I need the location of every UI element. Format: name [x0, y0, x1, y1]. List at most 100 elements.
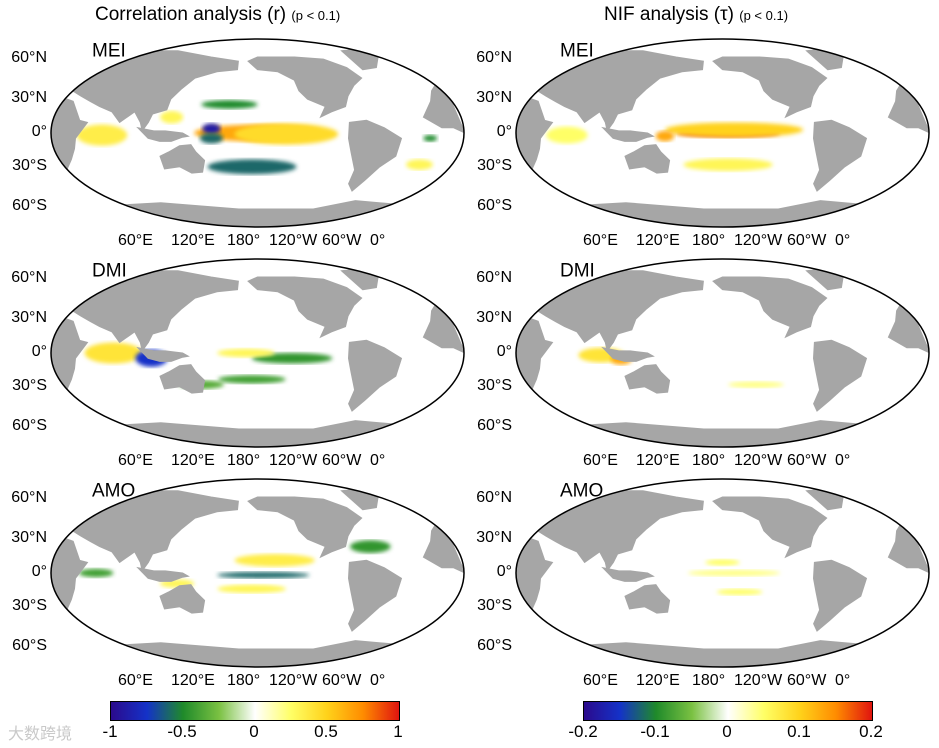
index-name: AMO: [560, 480, 604, 502]
index-name: MEI: [560, 40, 594, 62]
land-3: [136, 346, 190, 362]
land-4: [712, 56, 828, 119]
lon-label-e-3: 120°W: [269, 672, 318, 689]
land-4: [712, 276, 828, 339]
panel-label-a: MEI: [92, 38, 126, 64]
land-3: [601, 126, 655, 142]
map-frame: [515, 478, 930, 668]
lon-label-f-1: 120°E: [636, 672, 680, 689]
data-blob-c-2: [251, 353, 333, 364]
right-title-text: NIF analysis (τ): [604, 4, 734, 25]
data-blob-e-1: [234, 554, 315, 567]
map-panel-b: MEI: [515, 38, 930, 228]
land-4: [247, 56, 363, 119]
panel-label-b: MEI: [560, 38, 594, 64]
land-4: [712, 496, 828, 559]
left-title-text: Correlation analysis (r): [95, 4, 287, 25]
lon-label-b-4: 60°W: [787, 232, 827, 249]
data-blob-a-4: [207, 159, 297, 175]
colorbar-tick-0-3: 0.5: [314, 722, 338, 741]
lon-label-a-4: 60°W: [322, 232, 362, 249]
panel-label-d: DMI: [560, 258, 595, 284]
lon-label-a-3: 120°W: [269, 232, 318, 249]
data-blob-a-7: [160, 110, 184, 124]
lon-label-b-1: 120°E: [636, 232, 680, 249]
data-blob-b-3: [546, 126, 588, 144]
lon-label-a-5: 0°: [370, 232, 386, 249]
lat-label-d-3: 30°S: [477, 377, 512, 395]
lat-label-c-0: 60°N: [11, 268, 47, 286]
lat-label-a-2: 0°: [31, 123, 47, 140]
colorbar-tick-1-0: -0.2: [568, 722, 598, 741]
lon-label-c-3: 120°W: [269, 452, 318, 469]
land-2: [159, 144, 206, 174]
colorbar-tick-0-0: -1: [102, 722, 118, 741]
data-blob-e-3: [350, 540, 391, 553]
lat-label-b-4: 60°S: [477, 197, 512, 215]
lat-label-e-2: 0°: [31, 563, 47, 580]
colorbar-tick-1-3: 0.1: [787, 722, 811, 741]
data-blob-f-2: [716, 588, 763, 596]
lon-label-c-1: 120°E: [171, 452, 215, 469]
colorbar-tick-1-2: 0: [722, 722, 732, 741]
map-panel-e: AMO: [50, 478, 465, 668]
map-frame: [50, 38, 465, 228]
lat-label-f-1: 30°N: [476, 528, 512, 546]
map-svg-a: [50, 38, 465, 228]
lat-label-c-1: 30°N: [11, 308, 47, 326]
lat-label-a-4: 60°S: [12, 197, 47, 215]
land-3: [136, 566, 190, 582]
lon-label-f-3: 120°W: [734, 672, 783, 689]
data-blob-a-2: [202, 123, 221, 135]
lon-label-a-1: 120°E: [171, 232, 215, 249]
colorbar-tick-1-1: -0.1: [640, 722, 670, 741]
lon-label-d-2: 180°: [692, 452, 726, 469]
map-frame: [515, 258, 930, 448]
land-2: [159, 364, 206, 394]
map-frame: [50, 258, 465, 448]
lat-label-a-3: 30°S: [12, 157, 47, 175]
lat-label-e-1: 30°N: [11, 528, 47, 546]
data-blob-a-3: [199, 133, 223, 144]
panel-label-c: DMI: [92, 258, 127, 284]
data-blob-b-4: [655, 130, 675, 142]
lat-label-e-4: 60°S: [12, 637, 47, 655]
map-panel-d: DMI: [515, 258, 930, 448]
land-0: [529, 270, 704, 353]
land-2: [624, 584, 671, 614]
lon-label-b-3: 120°W: [734, 232, 783, 249]
map-frame: [50, 478, 465, 668]
index-name: DMI: [92, 260, 127, 282]
left-title-significance: (p < 0.1): [291, 8, 341, 23]
data-blob-e-4: [78, 568, 114, 578]
lat-label-f-4: 60°S: [477, 637, 512, 655]
right-column-title: NIF analysis (τ) (p < 0.1): [604, 4, 788, 26]
lat-label-c-3: 30°S: [12, 377, 47, 395]
lat-label-b-3: 30°S: [477, 157, 512, 175]
lat-label-c-4: 60°S: [12, 417, 47, 435]
map-svg-c: [50, 258, 465, 448]
data-blob-c-4: [218, 375, 286, 384]
lon-label-e-2: 180°: [227, 672, 261, 689]
lon-label-d-4: 60°W: [787, 452, 827, 469]
map-svg-e: [50, 478, 465, 668]
colorbar-tick-0-1: -0.5: [167, 722, 197, 741]
map-panel-c: DMI: [50, 258, 465, 448]
lat-label-f-2: 0°: [496, 563, 512, 580]
land-3: [601, 566, 655, 582]
lon-label-d-1: 120°E: [636, 452, 680, 469]
lon-label-b-2: 180°: [692, 232, 726, 249]
lat-label-c-2: 0°: [31, 343, 47, 360]
land-0: [529, 50, 704, 133]
land-2: [624, 144, 671, 174]
land-6: [812, 339, 868, 412]
lat-label-b-2: 0°: [496, 123, 512, 140]
left-column-title: Correlation analysis (r) (p < 0.1): [95, 4, 340, 26]
colorbar-tick-1-4: 0.2: [859, 722, 883, 741]
land-6: [347, 559, 403, 632]
panel-label-f: AMO: [560, 478, 603, 504]
land-0: [64, 50, 239, 133]
right-title-significance: (p < 0.1): [739, 8, 789, 23]
lon-label-f-4: 60°W: [787, 672, 827, 689]
map-svg-f: [515, 478, 930, 668]
